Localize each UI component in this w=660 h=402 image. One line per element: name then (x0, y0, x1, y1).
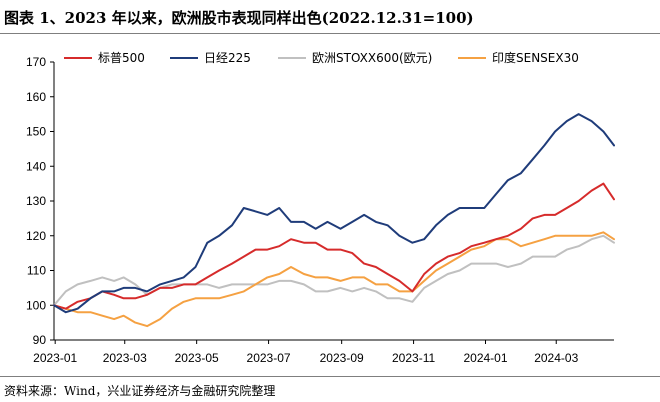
x-tick-label: 2023-03 (103, 351, 147, 365)
series-line (53, 113, 615, 314)
x-tick-label: 2024-01 (463, 351, 507, 365)
x-tick-label: 2023-07 (247, 351, 291, 365)
x-tick-label: 2023-01 (33, 351, 77, 365)
y-tick-label: 130 (26, 194, 46, 208)
legend-label: 日经225 (204, 51, 251, 65)
y-tick-label: 140 (26, 159, 46, 173)
y-tick-label: 120 (26, 229, 46, 243)
chart-title: 图表 1、2023 年以来，欧洲股市表现同样出色(2022.12.31=100) (4, 9, 474, 27)
x-tick-label: 2023-05 (175, 351, 219, 365)
source-note: 资料来源：Wind，兴业证券经济与金融研究院整理 (4, 384, 276, 398)
title-bar: 图表 1、2023 年以来，欧洲股市表现同样出色(2022.12.31=100) (0, 0, 660, 34)
y-tick-label: 100 (26, 298, 46, 312)
line-chart: 90 100 110 120 130 140 150 160 170 2023-01 2023-03… (26, 50, 615, 365)
y-tick-label: 90 (33, 333, 47, 347)
chart-legend: 标普500 日经225 欧洲STOXX600(欧元) 印度SENSEX30 (64, 50, 579, 65)
source-bar: 资料来源：Wind，兴业证券经济与金融研究院整理 (0, 376, 660, 402)
series-line (53, 234, 615, 307)
series-line (53, 182, 615, 310)
series-line (53, 231, 615, 328)
y-tick-label: 170 (26, 55, 46, 69)
y-tick-label: 110 (27, 264, 46, 278)
y-tick-label: 160 (26, 90, 46, 104)
series-lines (53, 113, 615, 328)
x-tick-label: 2024-03 (534, 351, 578, 365)
legend-label: 欧洲STOXX600(欧元) (312, 51, 432, 65)
y-tick-label: 150 (26, 125, 46, 139)
x-tick-label: 2023-09 (320, 351, 364, 365)
chart-axes: 90 100 110 120 130 140 150 160 170 2023-01 2023-03… (26, 55, 614, 365)
legend-label: 标普500 (98, 51, 145, 65)
x-tick-label: 2023-11 (392, 351, 435, 365)
legend-label: 印度SENSEX30 (492, 50, 579, 65)
